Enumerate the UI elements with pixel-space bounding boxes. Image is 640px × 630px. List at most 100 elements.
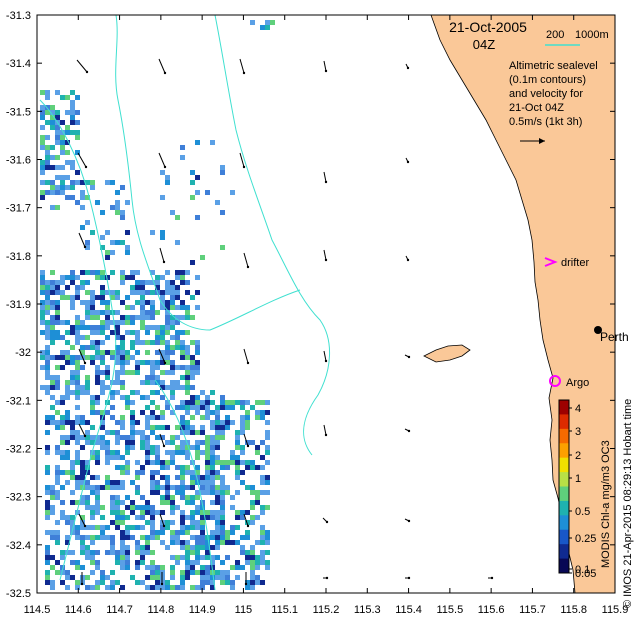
chl-pixel: [145, 300, 150, 305]
chl-pixel: [50, 415, 55, 420]
chl-pixel: [55, 320, 60, 325]
chl-pixel: [190, 470, 195, 475]
chl-pixel: [110, 485, 115, 490]
chl-pixel: [120, 470, 125, 475]
chl-pixel: [90, 305, 95, 310]
chl-pixel: [240, 420, 245, 425]
x-tick-label: 115.1: [271, 604, 298, 616]
chl-pixel: [255, 465, 260, 470]
chl-pixel: [45, 470, 50, 475]
chl-pixel: [55, 355, 60, 360]
scale-label-200: 200: [546, 29, 564, 41]
chl-pixel: [40, 385, 45, 390]
chl-pixel: [110, 380, 115, 385]
chl-pixel: [260, 555, 265, 560]
chl-pixel: [105, 475, 110, 480]
chl-pixel: [145, 520, 150, 525]
chl-pixel: [145, 460, 150, 465]
chl-pixel: [45, 515, 50, 520]
chl-pixel: [260, 490, 265, 495]
chl-pixel: [80, 390, 85, 395]
chl-pixel: [120, 360, 125, 365]
chl-pixel: [135, 475, 140, 480]
chl-pixel: [55, 425, 60, 430]
chl-pixel: [110, 390, 115, 395]
chl-pixel: [255, 490, 260, 495]
chl-pixel: [125, 525, 130, 530]
chl-pixel: [95, 350, 100, 355]
chl-pixel: [220, 435, 225, 440]
chl-pixel: [185, 290, 190, 295]
chl-pixel: [75, 120, 80, 125]
chl-pixel: [200, 570, 205, 575]
chl-pixel: [145, 325, 150, 330]
chl-pixel: [130, 415, 135, 420]
chl-pixel: [85, 240, 90, 245]
chl-pixel: [135, 565, 140, 570]
chl-pixel: [95, 315, 100, 320]
chl-pixel: [235, 510, 240, 515]
chl-pixel: [200, 585, 205, 590]
chl-pixel: [100, 300, 105, 305]
chl-pixel: [50, 380, 55, 385]
chl-pixel: [65, 130, 70, 135]
chl-pixel: [190, 195, 195, 200]
chl-pixel: [40, 350, 45, 355]
colorbar-tick-label: 1: [575, 473, 581, 485]
chl-pixel: [260, 465, 265, 470]
y-tick-label: -31.5: [6, 106, 31, 118]
chl-pixel: [80, 460, 85, 465]
chl-pixel: [45, 390, 50, 395]
chl-pixel: [140, 360, 145, 365]
chl-pixel: [185, 400, 190, 405]
chl-pixel: [70, 515, 75, 520]
chl-pixel: [70, 295, 75, 300]
chl-pixel: [175, 450, 180, 455]
chl-pixel: [200, 415, 205, 420]
chl-pixel: [205, 490, 210, 495]
chl-pixel: [50, 420, 55, 425]
chl-pixel: [60, 395, 65, 400]
chl-pixel: [60, 450, 65, 455]
chl-pixel: [55, 125, 60, 130]
chl-pixel: [40, 355, 45, 360]
chl-pixel: [95, 585, 100, 590]
x-axis: 114.5 114.6 114.7 114.8 114.9 115 115.1 115.2 11…: [24, 15, 628, 616]
chl-pixel: [240, 565, 245, 570]
chl-pixel: [55, 450, 60, 455]
chl-pixel: [55, 140, 60, 145]
chl-pixel: [215, 415, 220, 420]
chl-pixel: [40, 190, 45, 195]
chl-pixel: [100, 235, 105, 240]
chl-pixel: [180, 350, 185, 355]
chl-pixel: [80, 365, 85, 370]
chl-pixel: [115, 450, 120, 455]
chl-pixel: [140, 300, 145, 305]
chl-pixel: [100, 440, 105, 445]
chl-pixel: [180, 525, 185, 530]
chl-pixel: [55, 530, 60, 535]
chl-pixel: [125, 370, 130, 375]
chl-pixel: [55, 90, 60, 95]
chl-pixel: [150, 480, 155, 485]
chl-pixel: [250, 560, 255, 565]
chl-pixel: [175, 215, 180, 220]
colorbar-segment: [559, 414, 569, 430]
chl-pixel: [75, 200, 80, 205]
chl-pixel: [65, 340, 70, 345]
chl-pixel: [255, 400, 260, 405]
velocity-arrow-head: [83, 245, 87, 249]
chl-pixel: [115, 290, 120, 295]
chl-pixel: [185, 565, 190, 570]
colorbar-tick-label: 2: [575, 450, 581, 462]
y-tick-label: -32: [15, 347, 31, 359]
chl-pixel: [70, 305, 75, 310]
chl-pixel: [130, 410, 135, 415]
chl-pixel: [145, 405, 150, 410]
chl-pixel: [75, 325, 80, 330]
colorbar-segment: [559, 544, 569, 560]
chl-pixel: [185, 270, 190, 275]
chl-pixel: [105, 370, 110, 375]
chl-pixel: [95, 460, 100, 465]
chl-pixel: [155, 445, 160, 450]
